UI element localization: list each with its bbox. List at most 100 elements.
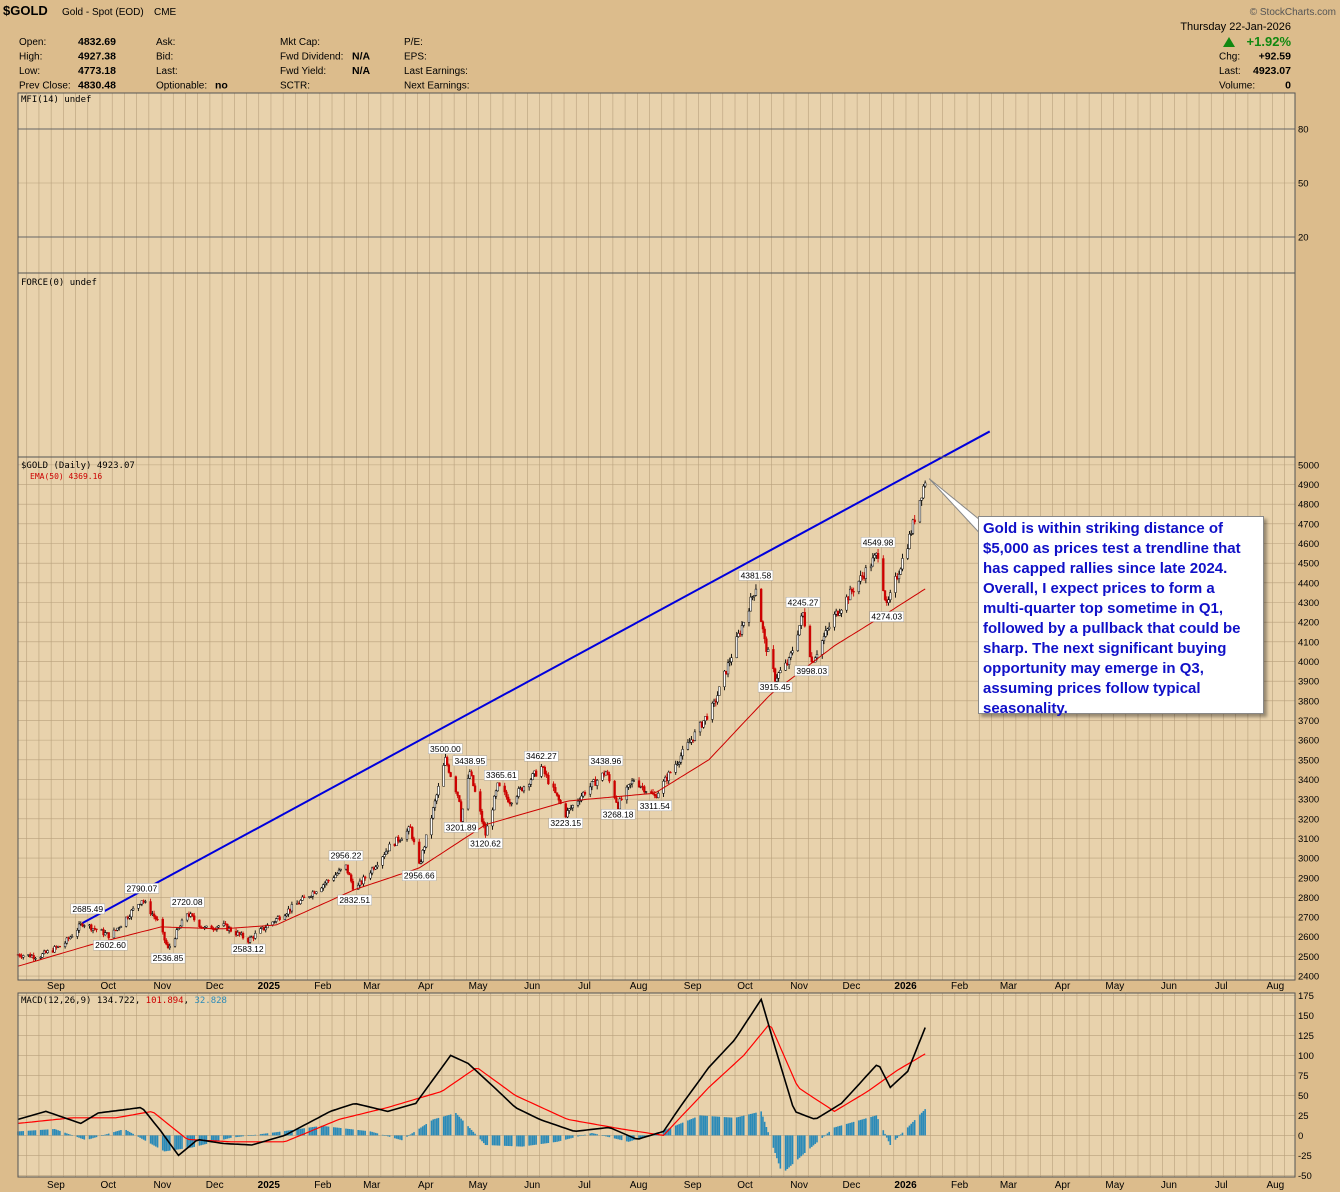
macd-hist-bar: [669, 1127, 672, 1136]
candle-body: [186, 913, 189, 921]
macd-hist-bar: [887, 1135, 890, 1142]
macd-hist-bar: [559, 1135, 562, 1141]
macd-hist-bar: [816, 1135, 818, 1143]
macd-hist-bar: [313, 1126, 316, 1136]
price-content: 2685.49 2602.60 2790.07 2536.85 2720.08 2583.…: [16, 430, 991, 967]
macd-hist-bar: [76, 1135, 79, 1138]
candle-body: [873, 554, 876, 559]
macd-hist-bar: [142, 1135, 145, 1140]
candle-body: [859, 575, 862, 582]
x-tick-macd: Apr: [1055, 1180, 1071, 1191]
macd-hist-bar: [791, 1135, 794, 1165]
macd-hist-bar: [27, 1130, 30, 1136]
candle-body: [889, 592, 892, 600]
macd-hist-bar: [760, 1111, 762, 1136]
macd-hist-bar: [237, 1135, 239, 1137]
candle-body: [718, 686, 721, 696]
macd-tick: 150: [1298, 1011, 1314, 1022]
macd-hist-bar: [460, 1118, 462, 1136]
macd-hist-bar: [324, 1126, 326, 1136]
macd-hist-bar: [387, 1135, 389, 1137]
x-tick-macd: 2026: [894, 1180, 917, 1191]
candle-body: [77, 923, 81, 931]
candle-body: [753, 595, 756, 597]
price-tick: 5000: [1298, 460, 1319, 471]
candle-body: [411, 827, 414, 840]
macd-hist-bar: [95, 1135, 98, 1138]
price-label: 2720.08: [172, 897, 203, 907]
price-label-box: [93, 940, 128, 951]
macd-hist-bar: [425, 1124, 428, 1136]
candle-body: [815, 654, 819, 659]
macd-hist-bar: [395, 1135, 398, 1139]
macd-hist-bar: [643, 1135, 646, 1137]
right-field-value: +92.59: [1259, 51, 1292, 63]
candle-body: [627, 784, 630, 788]
candle-body: [421, 850, 424, 863]
candle-body: [357, 884, 360, 890]
macd-hist-bar: [141, 1135, 143, 1139]
macd-hist-bar: [55, 1129, 58, 1136]
macd-hist-bar: [582, 1135, 585, 1136]
macd-hist-bar: [385, 1135, 387, 1136]
macd-hist-bar: [509, 1135, 511, 1147]
candle-body: [740, 625, 744, 635]
macd-hist-bar: [92, 1135, 94, 1139]
candle-body: [241, 932, 245, 939]
candle-body: [625, 786, 628, 801]
field-value: 4927.38: [78, 51, 116, 63]
macd-hist-bar: [885, 1135, 888, 1138]
candle-body: [608, 774, 611, 782]
macd-hist-bar: [132, 1133, 134, 1136]
price-label: 4549.98: [863, 537, 894, 547]
macd-hist-bar: [859, 1119, 862, 1136]
macd-hist-bar: [193, 1135, 195, 1147]
x-tick-price: Oct: [737, 981, 753, 992]
macd-border: [17, 992, 1296, 1178]
price-border: [17, 456, 1296, 981]
macd-hist-bar: [252, 1135, 255, 1136]
macd-hist-bar: [840, 1125, 843, 1136]
price-label-box: [402, 870, 437, 881]
price-tick: 4200: [1298, 618, 1319, 629]
macd-hist-bar: [680, 1123, 682, 1136]
candle-body: [494, 790, 498, 797]
candle-body: [681, 749, 684, 757]
macd-hist-bar: [373, 1132, 375, 1136]
macd-hist-bar: [715, 1116, 717, 1136]
macd-hist-bar: [174, 1135, 176, 1150]
candle-body: [517, 788, 520, 797]
candle-body: [34, 958, 37, 960]
macd-hist-bar: [420, 1127, 422, 1136]
macd-hist-bar: [250, 1135, 253, 1136]
macd-hist-bar: [66, 1133, 68, 1136]
candle-body: [425, 834, 428, 848]
x-tick-price: Sep: [47, 981, 65, 992]
macd-hist-bar: [298, 1129, 300, 1136]
watermark: © StockCharts.com: [1250, 7, 1336, 18]
candle-body: [266, 924, 269, 929]
macd-hist-bar: [263, 1133, 265, 1136]
macd-hist-bar: [493, 1135, 496, 1146]
macd-hist-bar: [364, 1130, 366, 1136]
macd-hist-bar: [521, 1135, 523, 1147]
price-label-box: [70, 903, 105, 915]
candle-body: [730, 657, 733, 663]
macd-hist-bar: [430, 1120, 433, 1136]
x-tick-macd: Aug: [630, 1180, 648, 1191]
macd-hist-bar: [322, 1126, 325, 1136]
macd-tick: -25: [1298, 1151, 1312, 1162]
macd-hist-bar: [730, 1117, 733, 1136]
candle-body: [503, 785, 506, 793]
candle-body: [397, 836, 400, 842]
candle-body: [320, 887, 323, 893]
macd-hist-bar: [191, 1135, 194, 1148]
candle-body: [777, 672, 780, 679]
exchange: CME: [154, 7, 177, 18]
macd-hist-bar: [205, 1135, 208, 1144]
macd-hist-bar: [312, 1127, 314, 1136]
candle-body: [130, 909, 133, 918]
candle-body: [70, 936, 74, 938]
macd-hist-bar: [116, 1131, 119, 1136]
macd-hist-bar: [486, 1135, 489, 1146]
